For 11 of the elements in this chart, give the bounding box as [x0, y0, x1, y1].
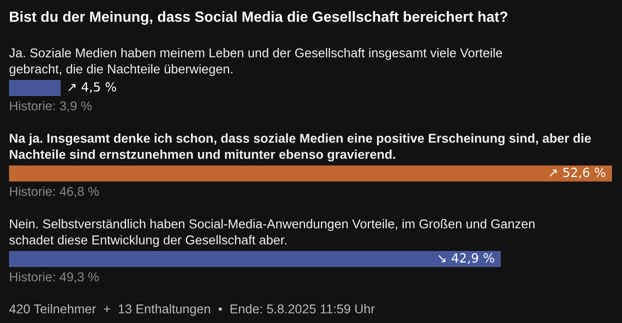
y-tick-label: Ja. Soziale Medien haben meinem Leben und der Gesellschaft insgesamt viele Vorteile gebracht, die die Nachteile überwiegen.	[9, 48, 502, 76]
y-tick-label: Na ja. Insgesamt denke ich schon, dass soziale Medien eine positive Erscheinung sind, aber die Nachteile sind ernstzunehmen und mitunter ebenso gravierend.	[10, 133, 591, 162]
data-label: ↗ 4,5 %	[68, 82, 116, 93]
annotation: Historie: 46,8 %	[10, 186, 99, 198]
annotation: Historie: 3,9 %	[10, 101, 92, 112]
annotation: Historie: 49,3 %	[10, 272, 99, 283]
chart-title: Bist du der Meinung, dass Social Media die Gesellschaft bereichert hat?	[10, 11, 508, 25]
text: 420 Teilnehmer + 13 Enthaltungen • Ende: 5.8.2025 11:59 Uhr	[9, 304, 375, 316]
data-label: ↘ 42,9 %	[438, 253, 494, 264]
data-label: ↗ 52,6 %	[550, 168, 606, 178]
y-tick-label: Nein. Selbstverständlich haben Social-Media-Anwendungen Vorteile, im Großen und Ganzen schadet diese Entwicklung der Gesellschaft aber.	[9, 219, 534, 247]
